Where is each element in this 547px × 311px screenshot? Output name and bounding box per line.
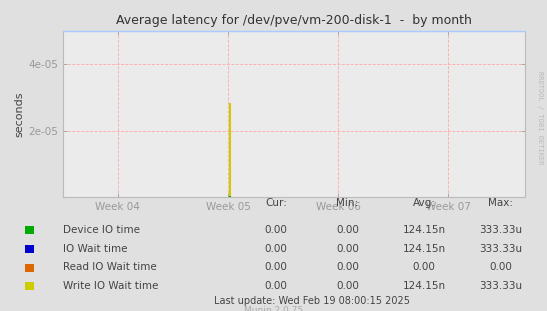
Text: Munin 2.0.75: Munin 2.0.75 [244,305,303,311]
Text: 0.00: 0.00 [336,225,359,235]
Text: 124.15n: 124.15n [403,244,445,254]
Text: Write IO Wait time: Write IO Wait time [63,281,158,291]
Text: Avg:: Avg: [412,198,435,208]
Text: 0.00: 0.00 [489,262,512,272]
Text: Max:: Max: [488,198,513,208]
Text: 124.15n: 124.15n [403,281,445,291]
Y-axis label: seconds: seconds [14,91,24,137]
Text: Read IO Wait time: Read IO Wait time [63,262,156,272]
Text: 333.33u: 333.33u [479,244,522,254]
Title: Average latency for /dev/pve/vm-200-disk-1  -  by month: Average latency for /dev/pve/vm-200-disk… [116,14,472,27]
Text: 0.00: 0.00 [336,281,359,291]
Text: 0.00: 0.00 [265,262,288,272]
Text: 333.33u: 333.33u [479,281,522,291]
Text: 0.00: 0.00 [265,225,288,235]
Text: RRDTOOL / TOBI OETIKER: RRDTOOL / TOBI OETIKER [537,72,543,165]
Text: 124.15n: 124.15n [403,225,445,235]
Text: Cur:: Cur: [265,198,287,208]
Text: 0.00: 0.00 [265,244,288,254]
Text: 0.00: 0.00 [412,262,435,272]
Text: 0.00: 0.00 [336,262,359,272]
Text: Device IO time: Device IO time [63,225,140,235]
Text: Min:: Min: [336,198,358,208]
Text: 333.33u: 333.33u [479,225,522,235]
Text: IO Wait time: IO Wait time [63,244,127,254]
Text: 0.00: 0.00 [265,281,288,291]
Text: Last update: Wed Feb 19 08:00:15 2025: Last update: Wed Feb 19 08:00:15 2025 [214,296,410,306]
Text: 0.00: 0.00 [336,244,359,254]
